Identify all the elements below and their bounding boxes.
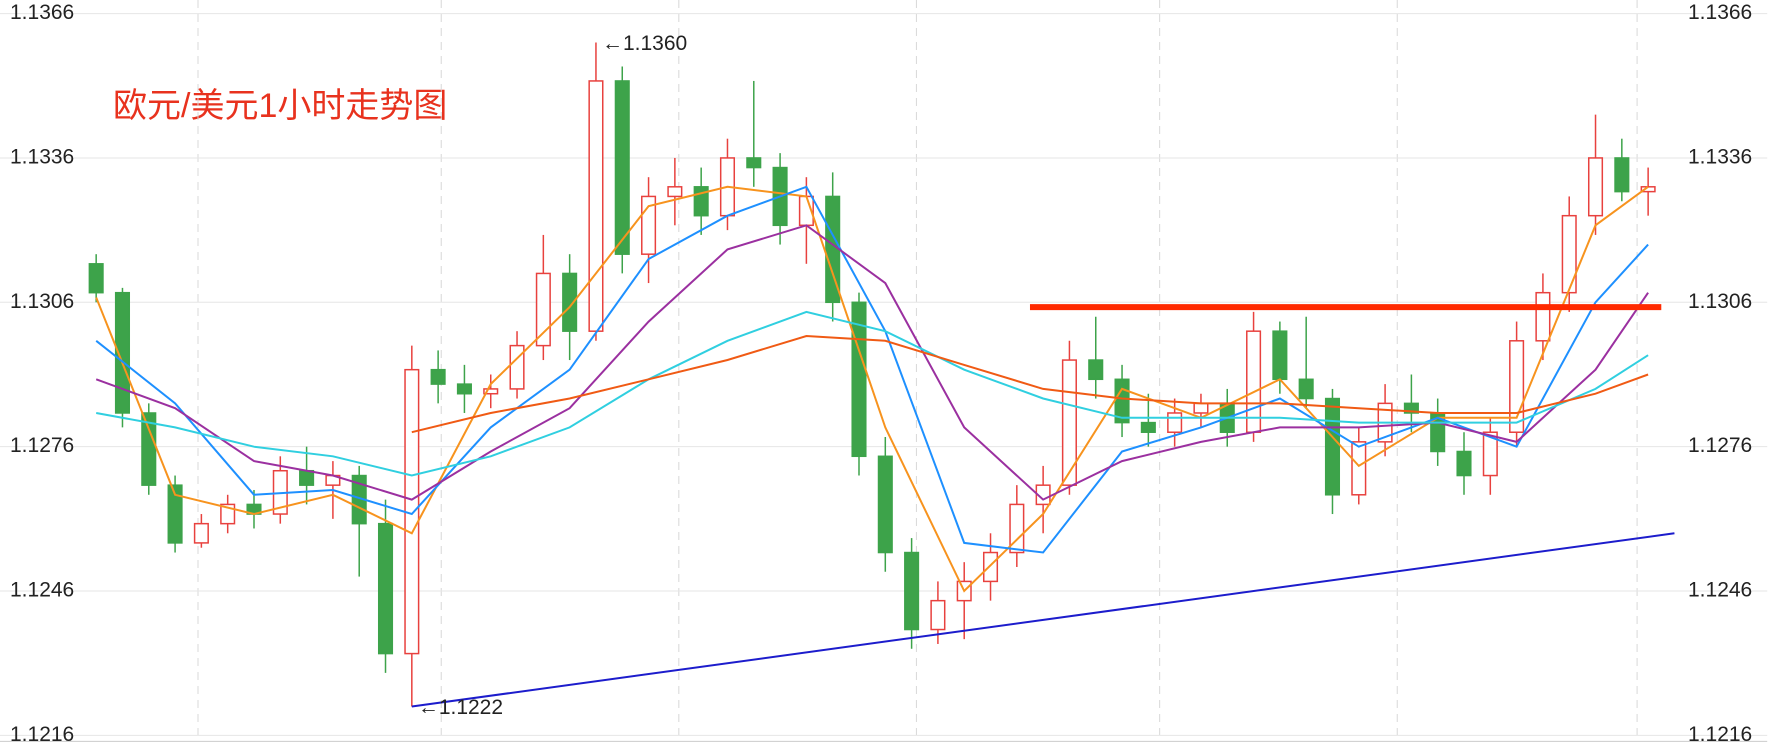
- y2-tick-label: 1.1276: [1688, 434, 1752, 457]
- candle-body: [88, 263, 104, 294]
- candle-body: [877, 455, 893, 554]
- candle-body: [535, 272, 551, 347]
- moving-average-line: [411, 334, 1649, 434]
- candle-body: [456, 383, 472, 395]
- candle-body: [1561, 214, 1577, 294]
- candle-body: [614, 80, 630, 255]
- moving-average-line: [95, 224, 1649, 501]
- candle-body: [114, 291, 131, 414]
- moving-average-line: [96, 310, 1649, 477]
- price-annotation: ←1.1222: [418, 696, 503, 719]
- candle-body: [930, 599, 946, 631]
- candle-body: [1088, 359, 1104, 381]
- y-tick-label: 1.1306: [10, 290, 74, 313]
- candle-body: [1403, 402, 1419, 414]
- y-tick-label: 1.1366: [10, 1, 74, 24]
- candle-body: [667, 186, 683, 198]
- y2-tick-label: 1.1336: [1688, 145, 1752, 168]
- moving-average-line: [95, 185, 1649, 554]
- trend-line: [411, 532, 1675, 708]
- candle-body: [1193, 402, 1209, 414]
- moving-average-line: [95, 185, 1649, 593]
- candle-body: [1587, 157, 1604, 217]
- y2-tick-label: 1.1306: [1688, 290, 1752, 313]
- candle-body: [1324, 397, 1341, 496]
- chart-title: 欧元/美元1小时走势图: [113, 87, 447, 125]
- candle-body: [746, 157, 762, 169]
- candle-body: [167, 484, 183, 544]
- candle-body: [982, 551, 999, 583]
- y2-tick-label: 1.1366: [1688, 1, 1752, 24]
- candle-body: [1535, 291, 1551, 342]
- y-tick-label: 1.1276: [10, 434, 74, 457]
- candle-body: [483, 388, 499, 395]
- candle-body: [588, 80, 604, 332]
- candle-body: [1351, 441, 1367, 496]
- candle-body: [1167, 412, 1183, 433]
- candle-body: [299, 469, 315, 486]
- y2-tick-label: 1.1216: [1688, 723, 1752, 746]
- candle-body: [1140, 421, 1156, 433]
- y-tick-label: 1.1216: [10, 723, 74, 746]
- y-tick-label: 1.1336: [10, 145, 74, 168]
- candle-body: [377, 522, 394, 655]
- candle-body: [1035, 484, 1051, 506]
- y-tick-label: 1.1246: [10, 579, 74, 602]
- candle-body: [1482, 431, 1498, 477]
- candle-body: [562, 272, 578, 332]
- candle-body: [1456, 450, 1472, 477]
- candle-body: [430, 368, 446, 385]
- candle-body: [141, 412, 157, 486]
- price-annotation: ←1.1360: [602, 32, 687, 55]
- candle-body: [1009, 503, 1025, 554]
- candle-body: [509, 344, 525, 390]
- candle-body: [193, 522, 209, 544]
- candle-body: [904, 551, 920, 631]
- y2-tick-label: 1.1246: [1688, 579, 1752, 602]
- candle-body: [1614, 157, 1630, 193]
- candle-body: [1298, 378, 1314, 400]
- candle-body: [1640, 186, 1656, 193]
- candle-body: [1272, 330, 1288, 381]
